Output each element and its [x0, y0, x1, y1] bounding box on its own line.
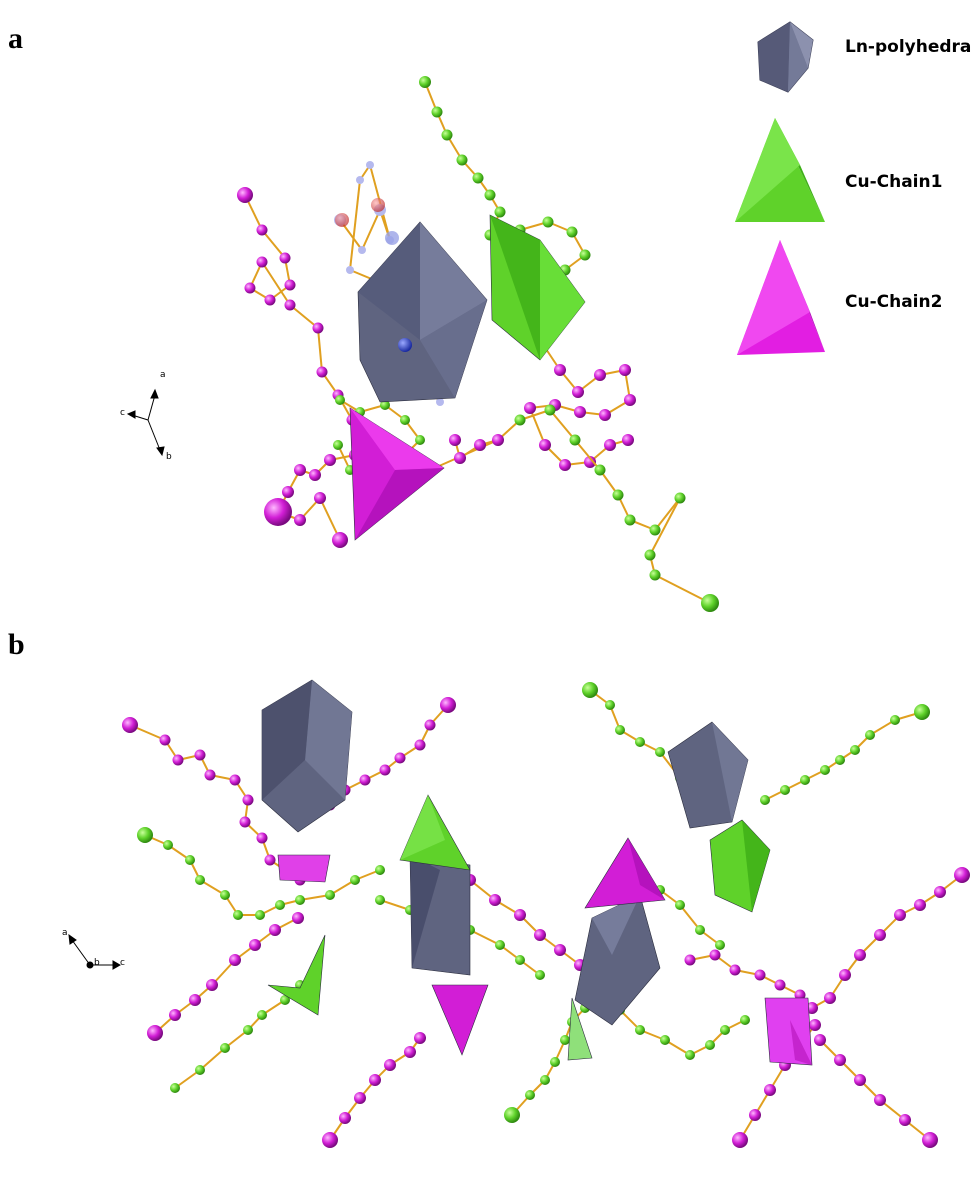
axis-b-label-panel-a: b	[166, 452, 172, 462]
chain2-ligand-b3	[147, 912, 304, 1041]
legend-icon-ln-polyhedra	[757, 21, 814, 93]
ln-polyhedron-b1	[261, 679, 353, 833]
cu-chain2-tetrahedron-b3	[277, 854, 331, 883]
chain2-ligand-b1	[122, 717, 306, 886]
legend-label-cu-chain1: Cu-Chain1	[845, 172, 943, 192]
legend-label-cu-chain2: Cu-Chain2	[845, 292, 943, 312]
cu-chain2-tetrahedron-b1	[584, 837, 666, 909]
panel-label-b: b	[8, 628, 25, 661]
chain1-ligand-b2	[170, 980, 305, 1093]
chain2-ligand-left	[237, 187, 358, 426]
chain2-ligand-b7	[814, 1034, 938, 1148]
chain2-ligand-b8	[684, 949, 806, 1001]
axis-b-label-panel-b: b	[94, 958, 100, 968]
legend-icon-cu-chain1	[735, 118, 825, 222]
cu-chain1-tetrahedron-b4	[567, 997, 593, 1061]
axis-c-label-panel-b: c	[120, 958, 125, 968]
structure-panel-b	[122, 679, 970, 1148]
axis-triad-panel-a	[126, 388, 165, 457]
ln-polyhedron-b2	[667, 721, 749, 829]
ln-polyhedron-b3	[409, 854, 471, 976]
structure-panel-a	[237, 76, 719, 612]
axis-c-label-panel-a: c	[120, 408, 125, 418]
chain2-ligand-b5	[322, 1032, 426, 1148]
cu-chain1-tetrahedron-b3	[267, 934, 326, 1016]
chain1-ligand-b6	[615, 1005, 750, 1060]
cu-chain2-tetrahedron-b2	[431, 984, 489, 1056]
axis-triad-panel-b	[68, 933, 122, 970]
cu-chain1-tetrahedron-b2	[709, 819, 771, 913]
ln-polyhedron-b4	[574, 894, 661, 1026]
axis-a-label-panel-b: a	[62, 928, 68, 938]
chain1-ligand-b4	[760, 704, 930, 805]
chain1-ligand-bottom	[492, 404, 719, 612]
cu-chain1-tetrahedron-b1	[399, 794, 471, 871]
legend-label-ln-polyhedra: Ln-polyhedra	[845, 37, 972, 57]
cu-chain1-tetrahedron-a	[489, 214, 586, 361]
chain1-ligand-b5	[504, 1003, 590, 1123]
panel-label-a: a	[8, 22, 23, 55]
axis-a-label-panel-a: a	[160, 370, 166, 380]
ln-polyhedron-a	[357, 221, 488, 403]
cu-chain2-tetrahedron-a	[349, 407, 445, 541]
chain2-ligand-b4	[806, 867, 970, 1014]
cu-chain2-tetrahedron-b4	[764, 997, 813, 1066]
chain1-ligand-b1	[137, 827, 385, 920]
legend-icon-cu-chain2	[737, 240, 825, 355]
